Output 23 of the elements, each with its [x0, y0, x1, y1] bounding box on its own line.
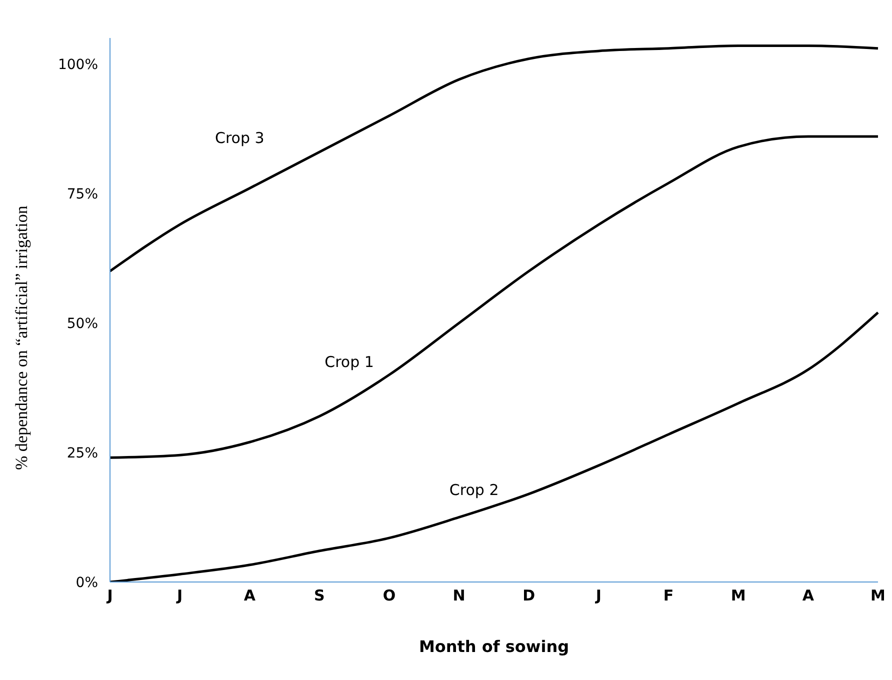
y-axis-title: % dependance on “artificial” irrigation — [12, 205, 32, 470]
x-tick-label: J — [176, 586, 183, 605]
y-tick-label: 0% — [76, 574, 98, 591]
x-tick-label: J — [594, 586, 602, 605]
x-tick-label: J — [106, 586, 113, 605]
x-tick-label: A — [802, 586, 814, 605]
y-tick-label: 75% — [66, 186, 98, 202]
x-tick-label: S — [314, 586, 325, 605]
y-tick-label: 25% — [66, 445, 98, 462]
series-label: Crop 3 — [214, 129, 264, 148]
x-tick-label: A — [244, 586, 256, 605]
line-series — [108, 44, 880, 272]
x-axis-title: Month of sowing — [418, 637, 570, 656]
series-label: Crop 1 — [324, 352, 374, 371]
x-tick-label: M — [730, 586, 746, 605]
x-tick-label: O — [382, 586, 396, 605]
series-label: Crop 2 — [449, 481, 499, 500]
x-tick-label: N — [452, 586, 466, 605]
x-tick-label: D — [522, 586, 536, 605]
x-tick-label: F — [663, 586, 674, 605]
y-tick-label: 50% — [66, 316, 98, 332]
y-tick-label: 100% — [58, 56, 98, 73]
x-tick-label: M — [870, 586, 886, 605]
